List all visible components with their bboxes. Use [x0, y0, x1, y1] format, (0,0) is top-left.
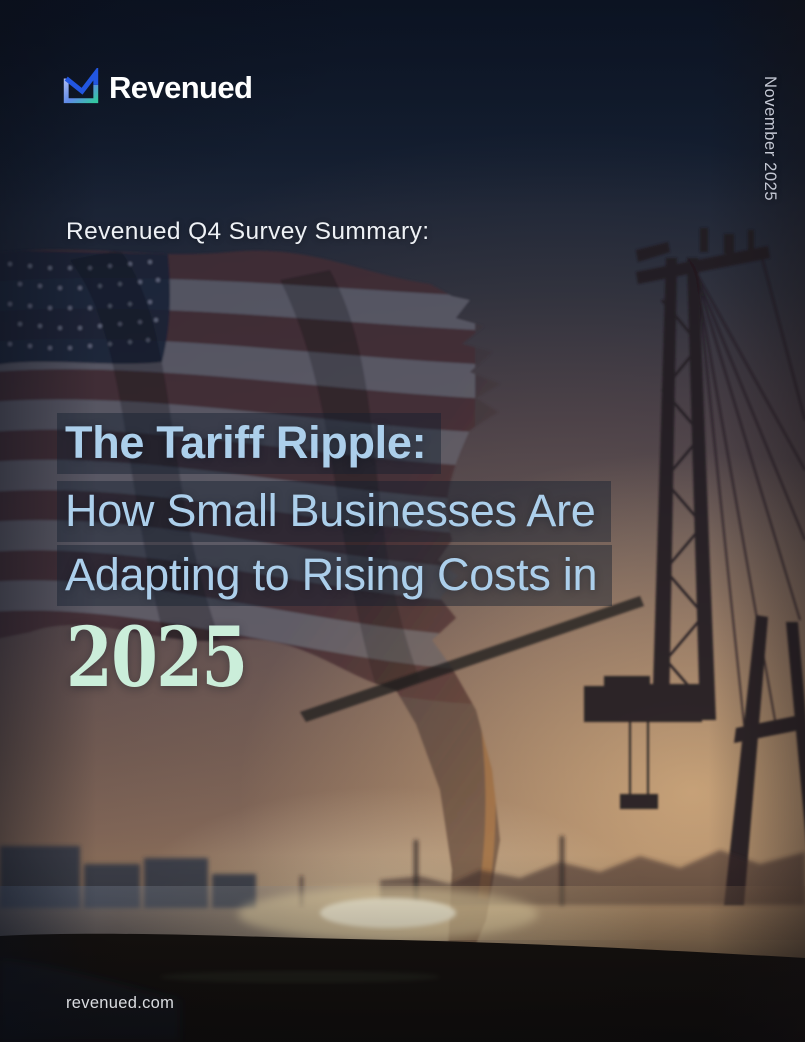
revenued-logo: Revenued — [62, 68, 253, 106]
title-year: 2025 — [66, 610, 248, 706]
website-url: revenued.com — [66, 994, 175, 1012]
survey-kicker: Revenued Q4 Survey Summary: — [66, 218, 430, 245]
title-line-3: Adapting to Rising Costs in — [57, 545, 613, 606]
issue-date: November 2025 — [761, 76, 779, 202]
logo-wordmark: Revenued — [109, 69, 253, 105]
title-line-2: How Small Businesses Are — [57, 481, 611, 542]
logo-check-icon — [63, 68, 99, 104]
cover-title: The Tariff Ripple: How Small Businesses … — [57, 413, 613, 706]
title-line-1: The Tariff Ripple: — [57, 413, 442, 474]
